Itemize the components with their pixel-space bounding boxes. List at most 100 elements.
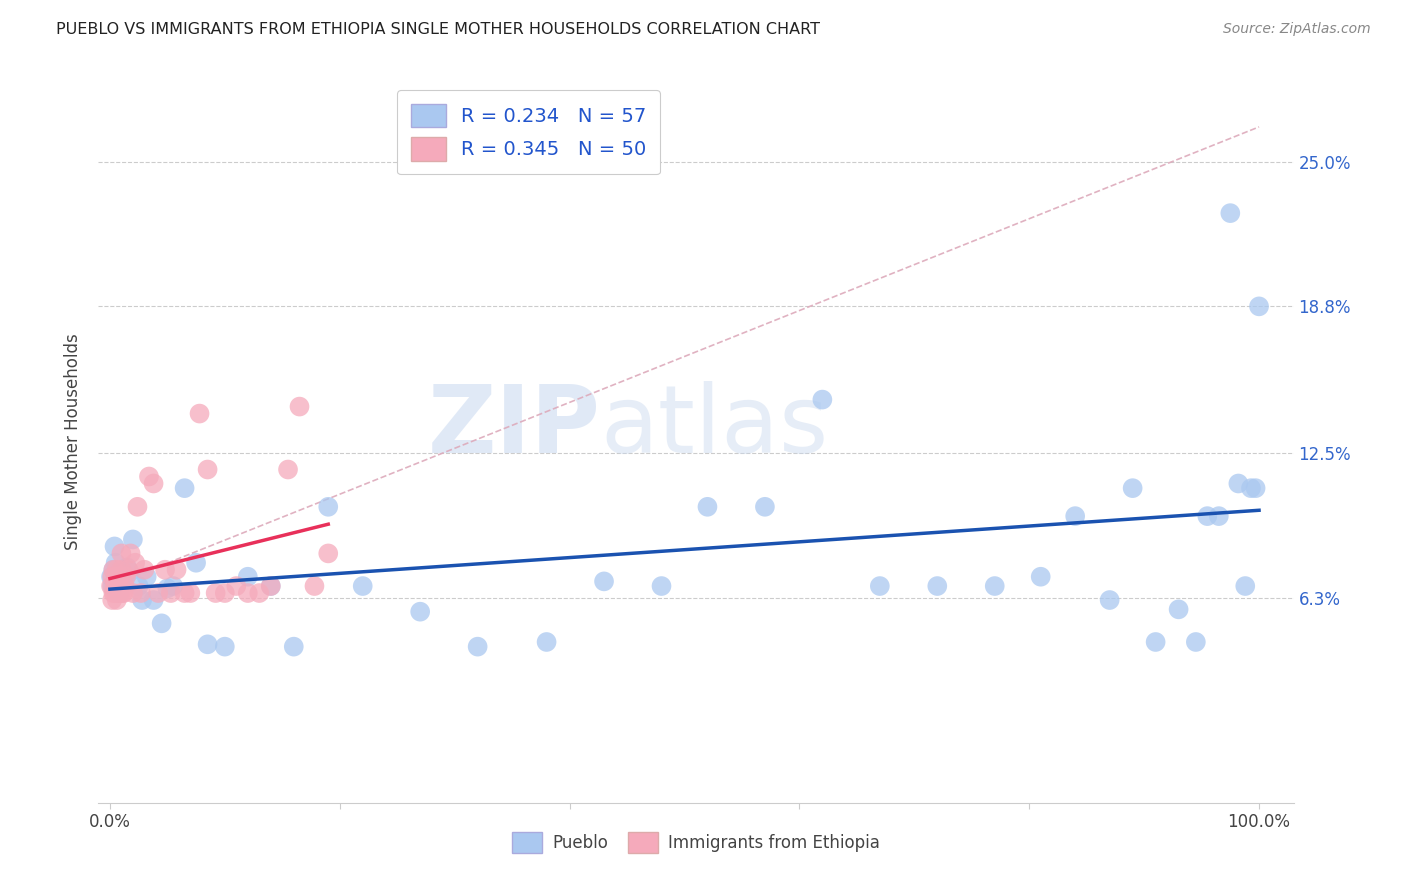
Point xyxy=(122,586,145,600)
Point xyxy=(159,586,181,600)
Point xyxy=(166,563,188,577)
Point xyxy=(110,586,132,600)
Point xyxy=(103,586,125,600)
Point xyxy=(104,570,127,584)
Point xyxy=(236,586,259,600)
Point xyxy=(101,579,124,593)
Point xyxy=(236,570,259,584)
Point xyxy=(103,563,125,577)
Point xyxy=(120,546,142,560)
Point xyxy=(650,579,672,593)
Point xyxy=(103,579,125,593)
Point xyxy=(352,579,374,593)
Text: ZIP: ZIP xyxy=(427,381,600,473)
Point xyxy=(173,481,195,495)
Point xyxy=(107,586,129,600)
Point xyxy=(142,593,165,607)
Point xyxy=(260,579,283,593)
Point xyxy=(1247,299,1270,313)
Text: PUEBLO VS IMMIGRANTS FROM ETHIOPIA SINGLE MOTHER HOUSEHOLDS CORRELATION CHART: PUEBLO VS IMMIGRANTS FROM ETHIOPIA SINGL… xyxy=(56,22,820,37)
Point xyxy=(1197,509,1219,524)
Point xyxy=(110,570,132,584)
Point xyxy=(127,500,149,514)
Point xyxy=(927,579,949,593)
Point xyxy=(108,586,131,600)
Text: atlas: atlas xyxy=(600,381,828,473)
Point xyxy=(1167,602,1189,616)
Point xyxy=(1208,509,1230,524)
Point xyxy=(131,593,153,607)
Point xyxy=(984,579,1007,593)
Point xyxy=(108,579,131,593)
Point xyxy=(122,533,145,547)
Point xyxy=(1227,476,1250,491)
Point xyxy=(1244,481,1267,495)
Text: Source: ZipAtlas.com: Source: ZipAtlas.com xyxy=(1223,22,1371,37)
Point xyxy=(288,400,311,414)
Legend: Pueblo, Immigrants from Ethiopia: Pueblo, Immigrants from Ethiopia xyxy=(505,826,887,860)
Point xyxy=(247,586,270,600)
Point xyxy=(409,605,432,619)
Point xyxy=(260,579,283,593)
Point xyxy=(104,574,127,589)
Point xyxy=(148,586,170,600)
Point xyxy=(1122,481,1144,495)
Point xyxy=(304,579,326,593)
Point xyxy=(811,392,834,407)
Point xyxy=(1185,635,1208,649)
Point xyxy=(316,500,339,514)
Point xyxy=(150,616,173,631)
Point xyxy=(103,540,125,554)
Point xyxy=(108,570,131,584)
Point xyxy=(114,567,136,582)
Point xyxy=(467,640,489,654)
Point xyxy=(110,563,132,577)
Point xyxy=(107,579,129,593)
Point xyxy=(134,563,156,577)
Point xyxy=(110,563,132,577)
Point xyxy=(104,556,127,570)
Point xyxy=(283,640,305,654)
Point xyxy=(593,574,616,589)
Point xyxy=(179,586,201,600)
Y-axis label: Single Mother Households: Single Mother Households xyxy=(65,334,83,549)
Point xyxy=(869,579,891,593)
Point xyxy=(118,565,141,579)
Point xyxy=(1029,570,1052,584)
Point xyxy=(100,579,122,593)
Point xyxy=(1240,481,1263,495)
Point xyxy=(197,637,219,651)
Point xyxy=(316,546,339,560)
Point xyxy=(135,570,157,584)
Point xyxy=(107,579,129,593)
Point xyxy=(214,586,236,600)
Point xyxy=(115,570,138,584)
Point xyxy=(101,570,124,584)
Point xyxy=(173,586,195,600)
Point xyxy=(111,572,134,586)
Point xyxy=(103,586,125,600)
Point xyxy=(214,640,236,654)
Point xyxy=(197,462,219,476)
Point xyxy=(114,579,136,593)
Point xyxy=(184,556,207,570)
Point xyxy=(1098,593,1121,607)
Point xyxy=(277,462,299,476)
Point xyxy=(101,593,124,607)
Point xyxy=(128,579,150,593)
Point xyxy=(105,574,128,589)
Point xyxy=(117,563,139,577)
Point xyxy=(115,560,138,574)
Point xyxy=(142,476,165,491)
Point xyxy=(110,570,132,584)
Point xyxy=(138,469,160,483)
Point xyxy=(124,556,146,570)
Point xyxy=(162,579,184,593)
Point xyxy=(1234,579,1257,593)
Point xyxy=(105,593,128,607)
Point xyxy=(696,500,718,514)
Point xyxy=(1144,635,1167,649)
Point xyxy=(111,586,134,600)
Point xyxy=(103,563,125,577)
Point xyxy=(112,586,135,600)
